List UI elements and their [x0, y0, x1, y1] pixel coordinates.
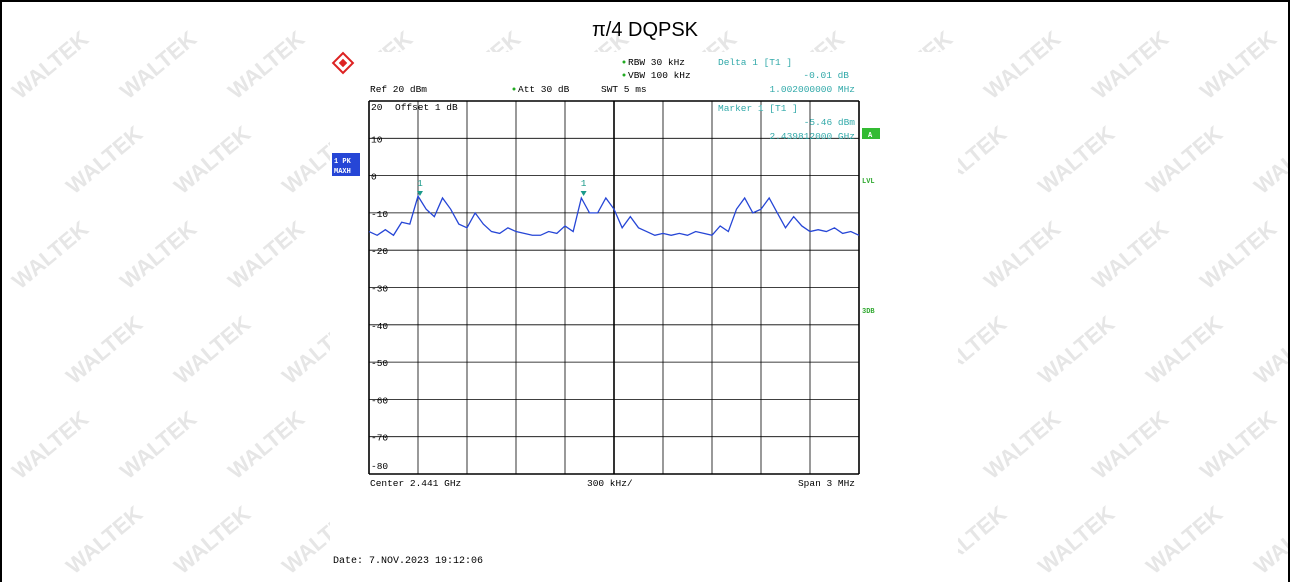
- plot: 20 10 0 -10 -20 -30 -40 -50 -60 -70 -80 1 1: [368, 100, 860, 475]
- y-tick-label: -50: [371, 358, 388, 369]
- 3db-label: 3DB: [862, 308, 875, 316]
- y-tick-label: 0: [371, 172, 377, 183]
- y-tick-label: -80: [371, 461, 388, 472]
- swt: SWT 5 ms: [601, 84, 647, 95]
- div: 300 kHz/: [587, 478, 633, 489]
- marker-level: -5.46 dBm: [804, 117, 856, 128]
- marker-label: 1: [417, 178, 423, 189]
- offset: Offset 1 dB: [395, 102, 458, 113]
- delta-level: -0.01 dB: [803, 70, 849, 81]
- trace-mode: MAXH: [334, 168, 351, 176]
- y-tick-label: 10: [371, 134, 383, 145]
- y-tick-label: -40: [371, 321, 388, 332]
- ref: Ref 20 dBm: [370, 84, 427, 95]
- y-tick-label: -70: [371, 433, 388, 444]
- logo: [331, 51, 355, 75]
- y-tick-label: 20: [371, 102, 383, 113]
- trace-id: 1 PK: [334, 158, 352, 166]
- att: Att 30 dB: [518, 84, 570, 95]
- span: Span 3 MHz: [798, 478, 855, 489]
- marker: [416, 190, 423, 196]
- marker-title: Marker 1 [T1 ]: [718, 103, 798, 114]
- marker-freq: 2.439812000 GHz: [769, 131, 855, 142]
- y-tick-label: -10: [371, 209, 388, 220]
- marker-label: 1: [581, 178, 587, 189]
- center: Center 2.441 GHz: [370, 478, 461, 489]
- chart-title: π/4 DQPSK: [592, 19, 699, 41]
- vbw: VBW 100 kHz: [628, 70, 691, 81]
- rbw: RBW 30 kHz: [628, 57, 685, 68]
- trace-box: [332, 153, 360, 176]
- y-tick-label: -20: [371, 246, 388, 257]
- a-box: [862, 128, 880, 139]
- trace: [368, 194, 860, 237]
- delta-title: Delta 1 [T1 ]: [718, 57, 792, 68]
- screenshot: [330, 52, 958, 582]
- stars: [512, 60, 626, 91]
- marker: [580, 191, 587, 197]
- delta-freq: 1.002000000 MHz: [769, 84, 855, 95]
- date: Date: 7.NOV.2023 19:12:06: [333, 556, 483, 567]
- y-tick-label: -60: [371, 395, 388, 406]
- a-label: A: [868, 132, 873, 140]
- lvl-label: LVL: [862, 178, 875, 186]
- y-tick-label: -30: [371, 284, 388, 295]
